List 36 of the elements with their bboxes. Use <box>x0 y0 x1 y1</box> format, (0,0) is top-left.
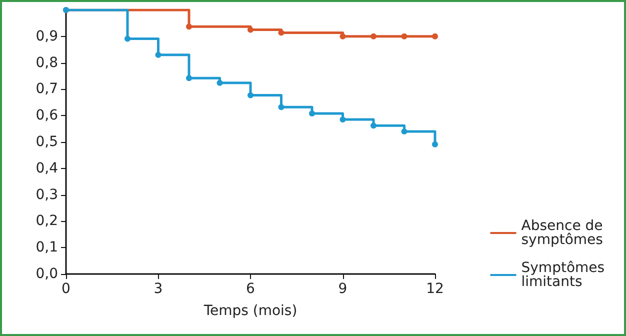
y-tick-label: 0,4 <box>36 160 58 176</box>
y-tick-label: 0,1 <box>36 240 58 256</box>
point <box>155 52 162 58</box>
y-tick-label: 0,2 <box>36 213 58 230</box>
point <box>370 122 376 129</box>
x-tick-label: 9 <box>338 281 348 297</box>
y-tick-label: 0,0 <box>36 266 58 282</box>
x-axis-title: Temps (mois) <box>202 303 298 319</box>
point <box>432 141 438 148</box>
point <box>401 128 408 134</box>
point <box>248 26 254 33</box>
point <box>432 33 438 40</box>
y-tick-label: 0,3 <box>36 186 58 203</box>
point <box>186 24 192 30</box>
legend-label: Symptômes limitants <box>521 260 610 290</box>
point <box>401 33 408 40</box>
legend-label: Absence de symptômes <box>521 218 608 248</box>
y-tick-label: 0,8 <box>36 54 58 71</box>
point <box>340 33 346 40</box>
y-tick-label: 0,7 <box>36 81 58 98</box>
y-tick-label: 0,5 <box>36 134 58 150</box>
point <box>340 116 346 123</box>
point <box>216 80 223 86</box>
x-tick-label: 12 <box>426 281 444 297</box>
x-tick-label: 3 <box>154 281 163 297</box>
y-tick-label: 0,6 <box>36 108 58 124</box>
point <box>124 36 130 42</box>
point <box>248 92 254 98</box>
x-tick-label: 0 <box>62 281 70 297</box>
x-tick-label: 6 <box>246 281 256 297</box>
point <box>278 30 284 36</box>
y-tick-label: 0,9 <box>36 28 58 44</box>
point <box>309 110 315 116</box>
point <box>278 104 284 110</box>
point <box>370 33 376 40</box>
point <box>186 75 192 82</box>
